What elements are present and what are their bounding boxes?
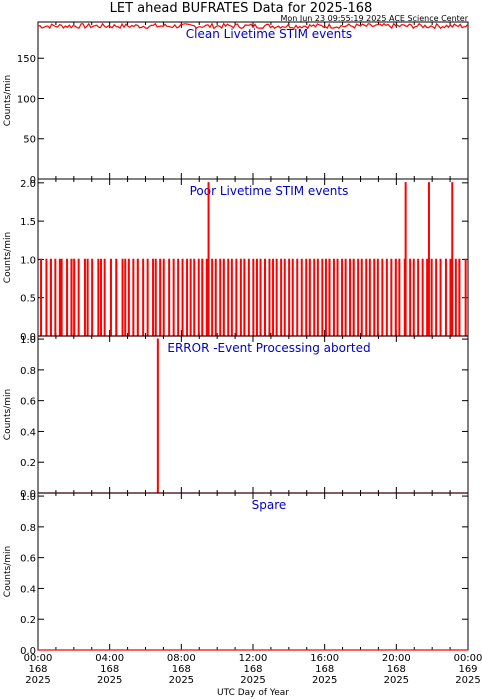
y-tick-label: 0.4 [20,584,36,595]
y-tick-label: 0.4 [20,427,36,438]
y-axis-label: Counts/min [3,389,13,440]
y-tick-label: 0.6 [20,554,36,565]
x-tick-label-day: 169 [458,664,477,675]
x-tick-label-time: 20:00 [382,653,411,664]
panels-group: 0 50 100 150 Counts/min Clean Livetime STIM e… [3,21,469,657]
y-tick-label: 2.0 [20,179,36,190]
x-tick-label-day: 168 [387,664,406,675]
y-tick-label: 1.5 [20,217,36,228]
x-tick-label-year: 2025 [97,675,122,686]
figure-timestamp: Mon Jun 23 09:55:19 2025 ACE Science Cen… [280,14,468,23]
x-axis-labels: 00:00168202504:00168202508:00168202512:0… [24,653,482,686]
panel-1: 0 50 100 150 Counts/min Clean Livetime STIM e… [3,21,469,186]
y-tick-label: 1.0 [20,335,36,346]
y-tick-label: 0.0 [20,646,36,657]
y-tick-label: 0.0 [20,332,36,343]
panel-title: Poor Livetime STIM events [190,184,349,198]
x-tick-label-day: 168 [28,664,47,675]
y-axis-label: Counts/min [3,232,13,283]
x-tick-label-time: 04:00 [95,653,124,664]
panel-title: Spare [252,498,287,512]
x-tick-label-year: 2025 [169,675,194,686]
series-line [37,22,469,30]
y-tick-label: 0 [30,175,36,186]
figure-title: LET ahead BUFRATES Data for 2025-168 [110,1,373,16]
y-tick-label: 1.0 [20,492,36,503]
x-tick-label-time: 08:00 [167,653,196,664]
panel-title: Clean Livetime STIM events [186,27,352,41]
y-tick-label: 0.2 [20,615,36,626]
x-tick-label-time: 12:00 [239,653,268,664]
panel-frame [37,21,469,180]
x-tick-label-year: 2025 [312,675,337,686]
y-tick-label: 1.0 [20,255,36,266]
series-line [38,182,468,337]
y-tick-label: 0.5 [20,294,36,305]
x-tick-label-time: 00:00 [454,653,482,664]
x-tick-label-year: 2025 [240,675,265,686]
x-tick-label-year: 2025 [455,675,480,686]
panel-2: 0.0 0.5 1.0 1.5 2.0 Counts/min Poor Livetime S… [3,178,469,343]
y-axis-label: Counts/min [3,546,13,597]
y-tick-label: 50 [23,135,36,146]
y-tick-label: 0.0 [20,489,36,500]
x-axis-title: UTC Day of Year [217,688,289,698]
panel-title: ERROR -Event Processing aborted [167,341,370,355]
x-tick-label-year: 2025 [25,675,50,686]
x-tick-label-day: 168 [243,664,262,675]
x-tick-label-time: 16:00 [310,653,339,664]
panel-frame [37,335,469,494]
panel-frame [37,492,469,651]
x-tick-label-day: 168 [172,664,191,675]
y-tick-label: 150 [17,54,36,65]
y-tick-label: 0.6 [20,397,36,408]
x-tick-label-day: 168 [100,664,119,675]
series-line [38,338,468,494]
y-tick-label: 0.8 [20,366,36,377]
y-tick-label: 0.2 [20,458,36,469]
y-tick-label: 100 [17,94,36,105]
x-tick-label-year: 2025 [384,675,409,686]
y-tick-label: 0.8 [20,523,36,534]
panel-3: 0.0 0.2 0.4 0.6 0.8 1.0 Counts/min ERROR -Event… [3,335,469,500]
x-tick-label-time: 00:00 [24,653,53,664]
panel-4: 0.0 0.2 0.4 0.6 0.8 1.0 Counts/min Spare [3,492,469,657]
y-axis-label: Counts/min [3,75,13,126]
x-tick-label-day: 168 [315,664,334,675]
